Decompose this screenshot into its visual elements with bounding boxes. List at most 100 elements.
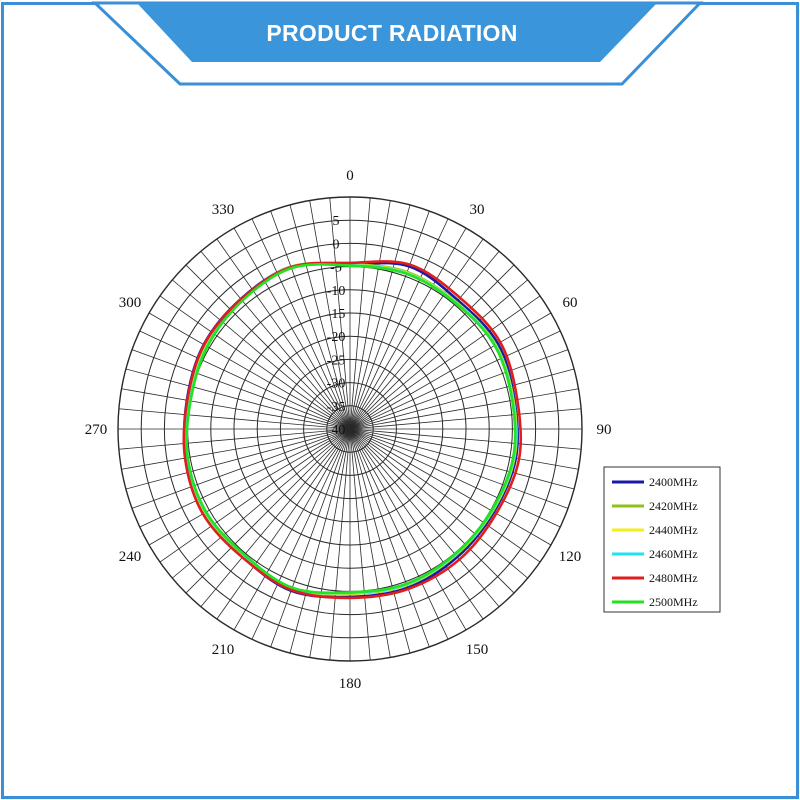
grid-spoke — [131, 349, 351, 430]
grid-spoke — [233, 227, 351, 430]
grid-spoke — [216, 238, 351, 430]
grid-spoke — [349, 388, 579, 430]
grid-spoke — [349, 218, 449, 430]
grid-spoke — [349, 428, 371, 661]
angle-tick-label: 60 — [563, 295, 578, 311]
grid-spoke — [159, 428, 351, 563]
legend-label: 2480MHz — [649, 571, 698, 585]
grid-spoke — [125, 428, 351, 490]
grid-spoke — [200, 428, 351, 607]
angle-tick-label: 0 — [346, 168, 354, 184]
radial-tick-label: -35 — [327, 400, 346, 415]
grid-spoke — [349, 428, 582, 450]
page-title: PRODUCT RADIATION — [266, 20, 518, 46]
grid-spoke — [349, 428, 569, 509]
legend-label: 2500MHz — [649, 595, 698, 609]
grid-spoke — [349, 428, 467, 631]
grid-spoke — [121, 428, 351, 470]
legend: 2400MHz 2420MHz 2440MHz 2460MHz 2480MHz 2500M… — [603, 466, 721, 613]
grid-spoke — [349, 428, 500, 607]
legend-label: 2440MHz — [649, 523, 698, 537]
grid-spoke — [172, 428, 351, 579]
grid-spoke — [349, 408, 582, 430]
angle-tick-label: 270 — [85, 422, 108, 438]
angle-tick-label: 90 — [597, 422, 612, 438]
grid-spoke — [349, 368, 575, 430]
grid-spoke — [185, 428, 351, 594]
grid-spoke — [349, 349, 569, 430]
radial-tick-label: -25 — [327, 353, 346, 368]
radial-tick-label: -10 — [327, 284, 346, 299]
grid-spoke — [251, 428, 351, 640]
grid-spoke — [309, 428, 351, 658]
grid-spoke — [349, 428, 449, 640]
grid-spoke — [148, 428, 351, 546]
angle-tick-label: 180 — [339, 676, 362, 692]
grid-spoke — [349, 312, 552, 430]
banner-ribbon — [137, 3, 657, 62]
grid-spoke — [139, 330, 351, 430]
radial-tick-label: -15 — [327, 307, 346, 322]
grid-spoke — [349, 200, 391, 430]
grid-spoke — [349, 428, 552, 546]
legend-label: 2400MHz — [649, 475, 698, 489]
grid-spoke — [349, 428, 515, 594]
grid-spoke — [349, 428, 541, 563]
grid-spoke — [139, 428, 351, 528]
grid-spoke — [148, 312, 351, 430]
angle-tick-label: 300 — [119, 295, 142, 311]
series-line-2480mhz — [182, 260, 523, 600]
grid-spoke — [349, 428, 528, 579]
legend-label: 2420MHz — [649, 499, 698, 513]
grid-spoke — [349, 204, 411, 430]
radial-tick-label: -5 — [330, 261, 342, 276]
grid-spoke — [349, 330, 561, 430]
angle-tick-label: 30 — [470, 202, 485, 218]
grid-spoke — [118, 408, 351, 430]
grid-spoke — [216, 428, 351, 620]
grid-spoke — [121, 388, 351, 430]
series-lines — [182, 260, 523, 600]
grid-spoke — [349, 428, 430, 648]
grid-spoke — [125, 368, 351, 430]
grid-spoke — [200, 251, 351, 430]
grid-spoke — [329, 197, 351, 430]
grid-spoke — [185, 264, 351, 430]
grid-spoke — [349, 251, 500, 430]
series-line-2500mhz — [185, 263, 517, 595]
grid-spoke — [233, 428, 351, 631]
radial-tick-label: -30 — [327, 377, 346, 392]
grid-spoke — [349, 210, 430, 430]
grid-spoke — [349, 227, 467, 430]
grid-spoke — [251, 218, 351, 430]
grid-spoke — [270, 210, 351, 430]
grid-spoke — [289, 428, 351, 654]
radial-tick-label: -40 — [327, 423, 346, 438]
angle-tick-label: 330 — [212, 202, 235, 218]
polar-grid — [117, 196, 583, 662]
grid-spoke — [349, 197, 371, 430]
grid-spoke — [159, 295, 351, 430]
radial-tick-label: 0 — [333, 237, 340, 252]
grid-spoke — [172, 279, 351, 430]
angle-tick-label: 240 — [119, 549, 142, 565]
grid-spoke — [349, 264, 515, 430]
grid-spoke — [349, 295, 541, 430]
grid-spoke — [349, 428, 411, 654]
grid-spoke — [131, 428, 351, 509]
radial-tick-labels: 5 0 -5 -10 -15 -20 -25 -30 -35 -40 — [327, 214, 346, 438]
angle-tick-label: 150 — [466, 642, 489, 658]
grid-spoke — [118, 428, 351, 450]
grid-spoke — [349, 428, 484, 620]
grid-spoke — [349, 279, 528, 430]
grid-spoke — [289, 204, 351, 430]
angle-tick-label: 120 — [559, 549, 582, 565]
angle-tick-label: 210 — [212, 642, 235, 658]
grid-spoke — [309, 200, 351, 430]
angle-tick-labels: 0 30 60 90 120 150 180 210 240 270 300 330 — [85, 168, 612, 692]
grid-spoke — [329, 428, 351, 661]
grid-spoke — [349, 428, 579, 470]
radial-tick-label: -20 — [327, 330, 346, 345]
